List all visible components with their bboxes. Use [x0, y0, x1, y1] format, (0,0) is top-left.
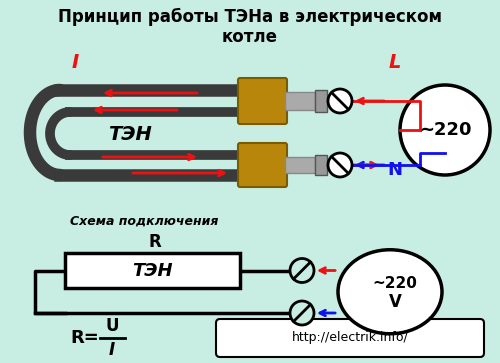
Text: ~220: ~220: [419, 121, 471, 139]
FancyBboxPatch shape: [238, 78, 287, 124]
Text: I: I: [72, 53, 78, 73]
Text: ~220: ~220: [372, 276, 418, 291]
Text: http://electrik.info/: http://electrik.info/: [292, 331, 408, 344]
FancyBboxPatch shape: [315, 155, 327, 175]
Text: Принцип работы ТЭНа в электрическом: Принцип работы ТЭНа в электрическом: [58, 8, 442, 26]
Circle shape: [328, 153, 352, 177]
Text: R=: R=: [70, 329, 99, 347]
Text: ТЭН: ТЭН: [108, 126, 152, 144]
Text: котле: котле: [222, 28, 278, 46]
Text: Схема подключения: Схема подключения: [70, 215, 218, 228]
Circle shape: [290, 301, 314, 325]
Ellipse shape: [338, 250, 442, 334]
FancyBboxPatch shape: [216, 319, 484, 357]
Text: I: I: [109, 341, 115, 359]
Text: ТЭН: ТЭН: [132, 261, 173, 280]
FancyBboxPatch shape: [285, 92, 315, 110]
Circle shape: [400, 85, 490, 175]
Text: V: V: [388, 293, 402, 311]
Circle shape: [290, 258, 314, 282]
FancyBboxPatch shape: [315, 90, 327, 112]
Circle shape: [328, 89, 352, 113]
Text: U: U: [105, 317, 119, 335]
Text: R: R: [148, 233, 162, 251]
FancyBboxPatch shape: [238, 143, 287, 187]
FancyBboxPatch shape: [285, 157, 315, 173]
Text: L: L: [389, 53, 401, 73]
Text: N: N: [388, 161, 402, 179]
FancyBboxPatch shape: [65, 253, 240, 288]
